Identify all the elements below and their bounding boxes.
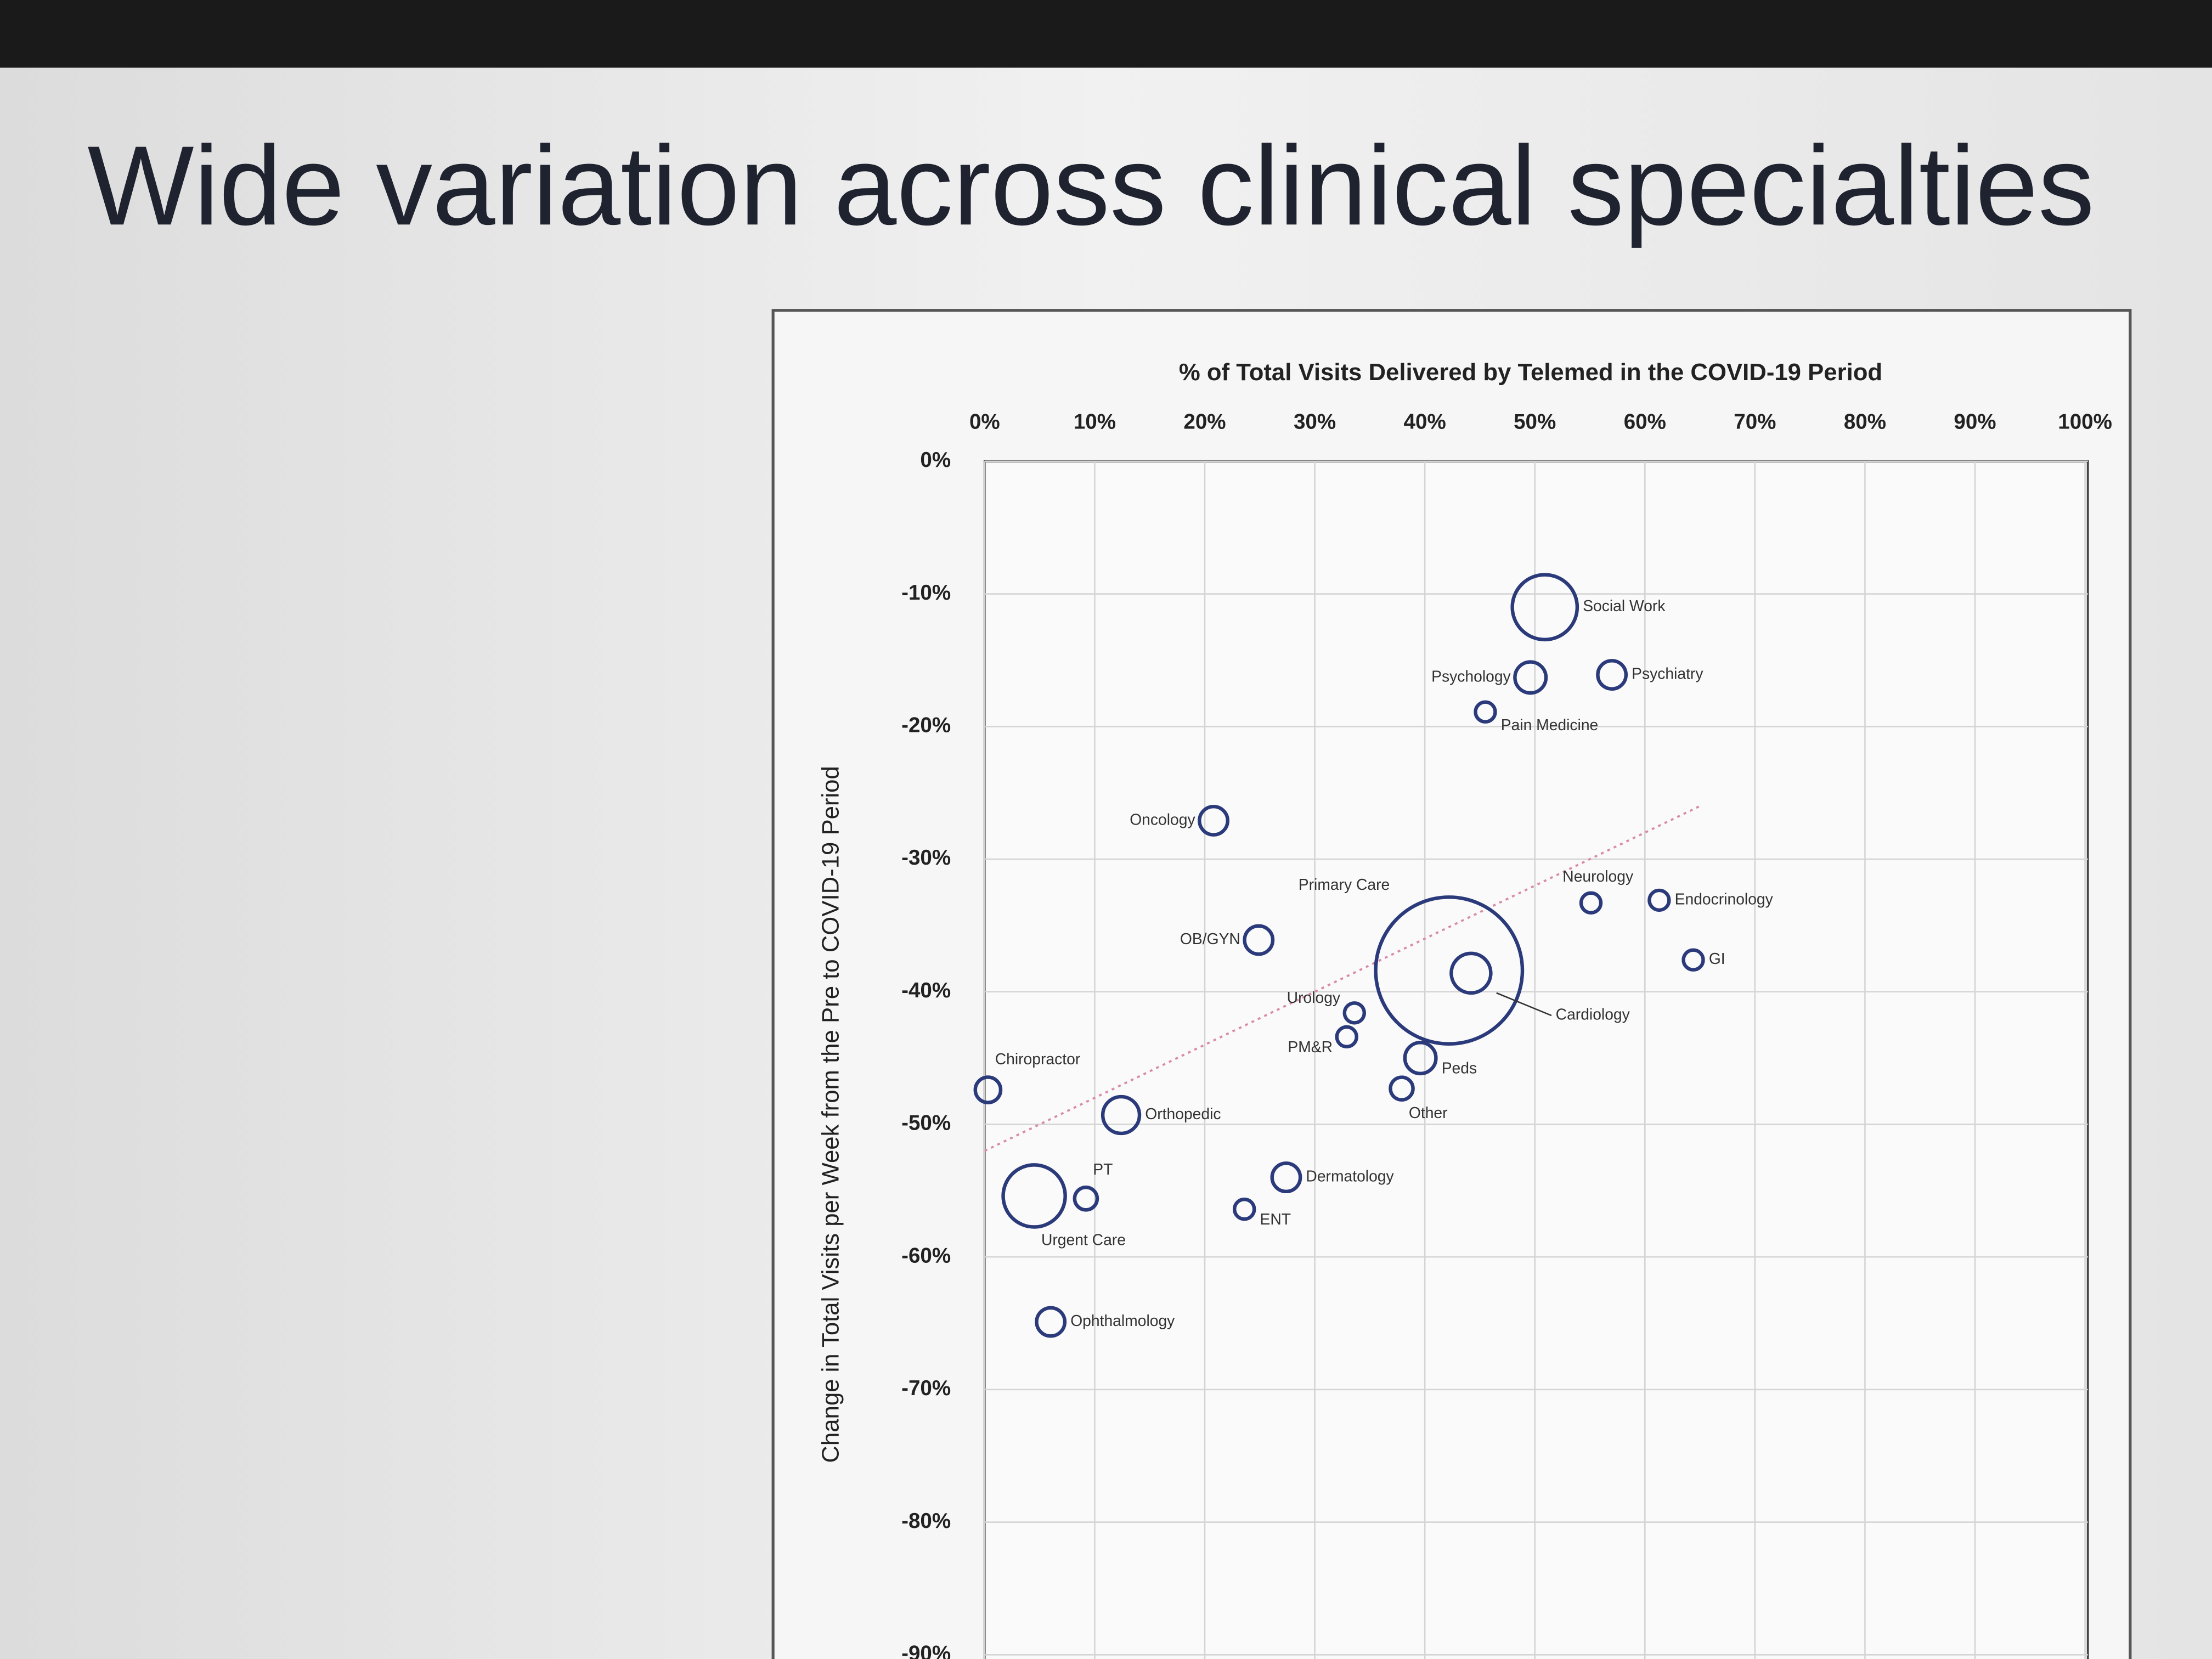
bubble	[1403, 1041, 1438, 1076]
x-tick-label: 40%	[1404, 410, 1446, 434]
point-label: Psychiatry	[1632, 664, 1703, 682]
y-tick-label: -90%	[901, 1641, 951, 1659]
y-tick-label: -30%	[901, 846, 951, 870]
y-tick-label: -10%	[901, 581, 951, 605]
bubble	[1073, 1186, 1099, 1212]
x-tick-label: 80%	[1844, 410, 1886, 434]
trend-line	[984, 805, 1701, 1152]
bubble	[973, 1075, 1003, 1104]
chart-layer: 0% 10% 20% 30% 40% 50% 60% 70% 80% 90% 100% 0% -10% -…	[901, 410, 2112, 1659]
slide-title: Wide variation across clinical specialti…	[87, 122, 2094, 249]
point-label: Pain Medicine	[1501, 716, 1599, 733]
bubble	[1449, 951, 1493, 995]
bubble	[1198, 804, 1229, 837]
y-axis-title: Change in Total Visits per Week from the…	[817, 766, 844, 1463]
point-label: Oncology	[1130, 810, 1195, 828]
bubble	[1342, 1001, 1366, 1025]
point-label: Chiropractor	[995, 1050, 1081, 1068]
bubble	[1596, 659, 1628, 691]
bubble	[1243, 924, 1275, 956]
x-tick-label: 10%	[1074, 410, 1116, 434]
bubble	[1232, 1197, 1256, 1221]
point-label: PM&R	[1288, 1038, 1333, 1056]
y-tick-label: -60%	[901, 1244, 951, 1267]
point-label: Psychology	[1431, 667, 1511, 685]
point-label: Neurology	[1562, 867, 1634, 885]
bubble	[1513, 660, 1548, 695]
y-tick-label: -70%	[901, 1376, 951, 1400]
point-label: Orthopedic	[1145, 1105, 1221, 1122]
bubble	[1389, 1075, 1415, 1102]
x-tick-label: 20%	[1183, 410, 1226, 434]
bubble	[1681, 948, 1705, 972]
bubble	[1510, 573, 1579, 642]
point-label: Ophthalmology	[1070, 1312, 1175, 1329]
point-label: Urgent Care	[1041, 1231, 1126, 1249]
point-label: GI	[1709, 950, 1725, 967]
screen-bezel	[0, 0, 2212, 68]
x-tick-label: 50%	[1514, 410, 1556, 434]
point-label: Urology	[1287, 989, 1341, 1006]
bubble	[1374, 895, 1525, 1046]
bubble	[1335, 1025, 1358, 1049]
bubble	[1001, 1163, 1067, 1229]
bubble	[1270, 1161, 1302, 1194]
bubble	[1579, 891, 1603, 915]
leader-line	[1496, 992, 1552, 1017]
bubble	[1474, 700, 1497, 724]
point-label: Dermatology	[1306, 1167, 1394, 1185]
point-label: ENT	[1260, 1210, 1291, 1228]
plot-area	[983, 460, 2089, 1659]
y-tick-label: -80%	[901, 1509, 951, 1533]
point-label: Cardiology	[1556, 1005, 1630, 1023]
y-tick-label: -20%	[901, 713, 951, 737]
y-tick-label: -50%	[901, 1111, 951, 1135]
y-tick-label: -40%	[901, 979, 951, 1002]
bubble	[1035, 1306, 1067, 1338]
point-label: Other	[1409, 1104, 1448, 1121]
point-label: Peds	[1442, 1059, 1477, 1077]
point-label: OB/GYN	[1180, 930, 1240, 947]
x-axis-title: % of Total Visits Delivered by Telemed i…	[1179, 359, 1882, 386]
bubble	[1647, 888, 1671, 912]
x-tick-label: 30%	[1294, 410, 1336, 434]
x-tick-label: 90%	[1954, 410, 1996, 434]
x-tick-label: 70%	[1734, 410, 1776, 434]
point-label: PT	[1093, 1160, 1113, 1178]
bubble	[1101, 1094, 1142, 1136]
point-label: Endocrinology	[1675, 890, 1774, 907]
point-label: Primary Care	[1299, 876, 1390, 893]
point-label: Social Work	[1583, 597, 1666, 614]
y-tick-label: 0%	[920, 448, 951, 472]
x-tick-label: 60%	[1624, 410, 1666, 434]
x-tick-label: 100%	[2058, 410, 2112, 434]
x-tick-label: 0%	[969, 410, 1000, 434]
